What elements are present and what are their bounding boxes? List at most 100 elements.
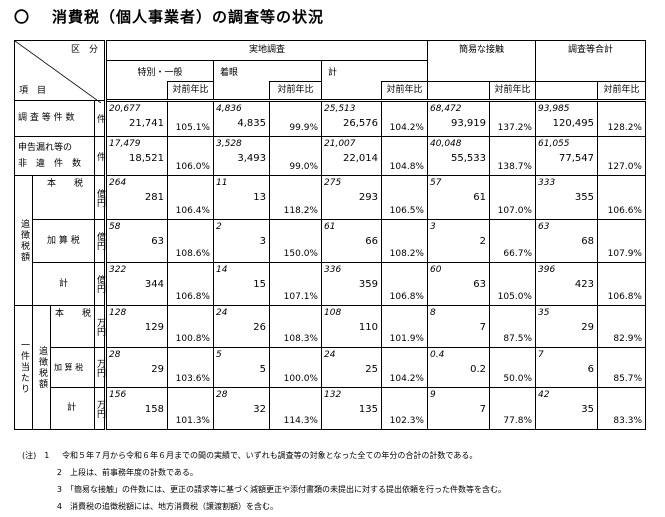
cur-value: 13 [253,192,266,203]
unit-okuen: 億円 [94,219,107,263]
kei-header: 計 [321,60,428,82]
ratio-value: 127.0% [597,136,646,176]
ratio-value: 106.8% [381,262,428,306]
cur-value: 6 [587,364,594,375]
taizen-header-2: 対前年比 [269,81,322,102]
table-row: 計 万円 156 158 101.3% 28 32 114.3% 132 135 10… [15,387,646,430]
jitchi-header: 実地調査 [105,40,428,61]
ratio-value: 104.8% [381,136,428,176]
title-text: 消費税（個人事業者）の調査等の状況 [52,8,325,26]
cur-value: 26 [253,322,266,333]
cur-value: 281 [144,192,164,203]
ratio-value: 85.7% [597,347,646,388]
cur-value: 3,493 [237,153,266,164]
ratio-value: 108.3% [269,305,322,348]
prev-value: 40,048 [430,139,462,149]
ratio-value: 77.8% [489,387,536,430]
note-number: 2 [56,468,62,477]
ratio-value: 138.7% [489,136,536,176]
cell-prev-cur: 17,479 18,521 [105,136,168,176]
cur-value: 18,521 [129,153,164,164]
cell-prev-cur: 63 68 [535,219,598,263]
prev-value: 14 [216,265,228,275]
cell-prev-cur: 333 355 [535,175,598,220]
cur-value: 66 [365,236,378,247]
cell-prev-cur: 42 35 [535,387,598,430]
cur-value: 120,495 [552,118,594,129]
row-label-shinkoku-line2: 非 違 件 数 [18,159,82,169]
prev-value: 336 [324,265,342,275]
row-label-kei-2: 計 [50,387,95,430]
ratio-value: 107.9% [597,219,646,263]
cell-prev-cur: 128 129 [105,305,168,348]
row-label-kei: 計 [32,262,95,306]
cell-prev-cur: 25,513 26,576 [321,100,382,137]
cur-value: 158 [144,404,164,415]
cell-prev-cur: 28 32 [213,387,270,430]
ratio-value: 137.2% [489,100,536,137]
ratio-value: 82.9% [597,305,646,348]
prev-value: 322 [109,265,127,275]
ratio-value: 105.0% [489,262,536,306]
ratio-value: 87.5% [489,305,536,348]
prev-value: 21,007 [324,139,356,149]
cell-prev-cur: 132 135 [321,387,382,430]
prev-value: 24 [216,308,228,318]
cur-value: 423 [574,279,594,290]
prev-value: 3,528 [216,139,242,149]
unit-manen: 万円 [94,347,107,388]
ratio-value: 106.4% [167,175,214,220]
prev-value: 20,677 [109,104,141,114]
note-text: 上段は、前事務年度の計数である。 [70,468,198,477]
table-row: 一件当たり 追徴税額 本 税 万円 128 129 100.8% 24 26 108… [14,305,646,430]
prev-value: 264 [109,178,127,188]
unit-okuen: 億円 [94,175,107,220]
cur-value: 26,576 [343,118,378,129]
ratio-value: 105.1% [167,100,214,137]
taizen-header-5: 対前年比 [597,81,646,102]
cur-value: 129 [144,322,164,333]
cell-prev-cur: 108 110 [321,305,382,348]
title-mark: 〇 [14,8,31,26]
ikken-tsuichou-label: 追徴税額 [32,305,51,430]
ratio-value: 99.9% [269,100,322,137]
note-item: 2 上段は、前事務年度の計数である。 [22,464,506,481]
ratio-value: 107.0% [489,175,536,220]
ratio-value: 106.6% [597,175,646,220]
cur-value: 359 [358,279,378,290]
prev-value: 57 [430,178,442,188]
cell-prev-cur: 21,007 22,014 [321,136,382,176]
ratio-value: 106.8% [597,262,646,306]
prev-value: 7 [538,350,544,360]
cur-value: 77,547 [559,153,594,164]
cell-prev-cur: 35 29 [535,305,598,348]
ratio-value: 128.2% [597,100,646,137]
prev-value: 17,479 [109,139,141,149]
note-item: 3 「簡易な接触」の件数には、更正の請求等に基づく減額更正や添付書類の未提出に対… [22,481,506,498]
cell-prev-cur: 396 423 [535,262,598,306]
cur-value: 344 [144,279,164,290]
taizen-header-1: 対前年比 [167,81,214,102]
cell-prev-cur: 0.4 0.2 [427,347,490,388]
cur-value: 293 [358,192,378,203]
note-item: 4 消費税の追徴税額には、地方消費税（譲渡割額）を含む。 [22,498,506,515]
prev-value: 9 [430,390,436,400]
unit-ken: 件 [94,136,107,176]
ratio-value: 107.1% [269,262,322,306]
ratio-value: 100.0% [269,347,322,388]
unit-manen: 万円 [94,387,107,430]
cell-prev-cur: 4,836 4,835 [213,100,270,137]
cell-prev-cur: 24 25 [321,347,382,388]
cell-prev-cur: 336 359 [321,262,382,306]
ratio-value: 102.3% [381,387,428,430]
prev-value: 3 [430,222,436,232]
ratio-value: 106.8% [167,262,214,306]
cur-value: 32 [253,404,266,415]
ratio-value: 103.6% [167,347,214,388]
cur-value: 5 [259,364,266,375]
prev-value: 63 [538,222,550,232]
row-label-honzei-2: 本 税 [50,305,95,348]
unit-okuen: 億円 [94,262,107,306]
prev-value: 2 [216,222,222,232]
